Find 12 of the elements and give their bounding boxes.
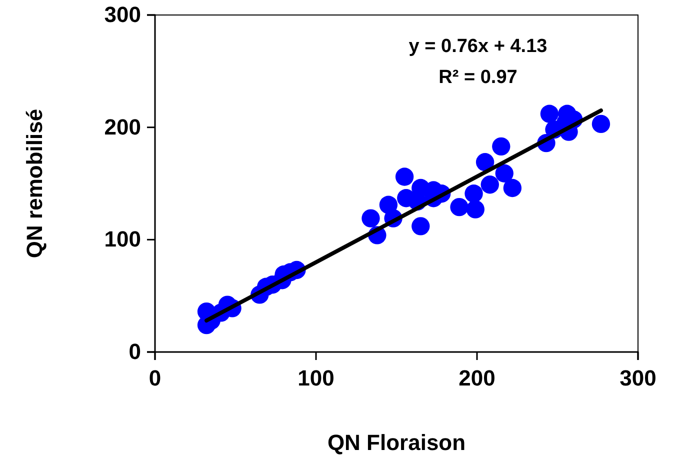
y-tick-label: 0 (128, 339, 141, 364)
annotation: y = 0.76x + 4.13 (408, 36, 548, 57)
y-tick-label: 100 (104, 226, 141, 252)
y-tick-label: 300 (104, 2, 141, 28)
x-tick-label: 200 (458, 366, 496, 391)
annotation: R² = 0.97 (438, 67, 518, 88)
y-axis-title: QN remobilisé (22, 108, 47, 258)
x-tick-label: 300 (620, 366, 656, 391)
x-axis-title: QN Floraison (327, 430, 466, 455)
y-tick-label: 200 (104, 114, 141, 140)
x-tick-label: 100 (298, 366, 334, 391)
x-tick-label: 0 (148, 366, 162, 391)
